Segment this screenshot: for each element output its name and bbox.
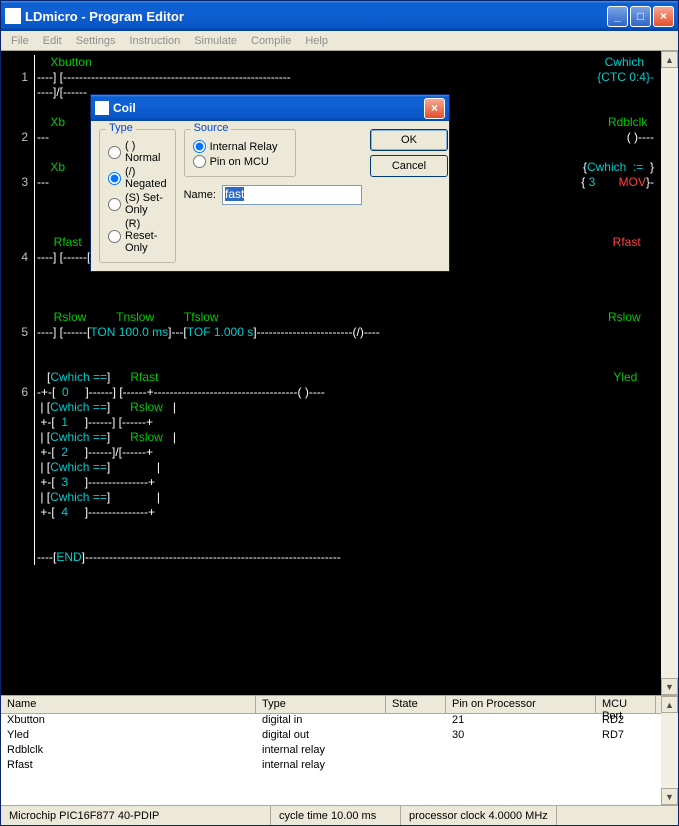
scroll-down-icon[interactable]: ▼: [661, 678, 678, 695]
io-header-pin[interactable]: Pin on Processor: [446, 696, 596, 713]
io-table: Name Type State Pin on Processor MCU Por…: [1, 695, 678, 805]
minimize-button[interactable]: _: [607, 6, 628, 27]
io-scroll-down-icon[interactable]: ▼: [661, 788, 678, 805]
source-fieldset: Source Internal RelayPin on MCU: [184, 129, 296, 177]
type-radio-0[interactable]: ( ) Normal: [108, 140, 167, 164]
menu-settings[interactable]: Settings: [70, 33, 122, 49]
coil-dialog: Coil × Type ( ) Normal(/) Negated(S) Set…: [90, 94, 450, 272]
io-header-state[interactable]: State: [386, 696, 446, 713]
type-radio-1[interactable]: (/) Negated: [108, 166, 167, 190]
table-row[interactable]: Rfastinternal relay: [1, 759, 661, 774]
menu-edit[interactable]: Edit: [37, 33, 68, 49]
menu-file[interactable]: File: [5, 33, 35, 49]
status-cycle: cycle time 10.00 ms: [271, 806, 401, 825]
dialog-title: Coil: [113, 101, 424, 115]
io-table-header: Name Type State Pin on Processor MCU Por…: [1, 696, 661, 714]
close-button[interactable]: ×: [653, 6, 674, 27]
statusbar: Microchip PIC16F877 40-PDIP cycle time 1…: [1, 805, 678, 825]
name-label: Name:: [184, 189, 216, 201]
type-radio-3[interactable]: (R) Reset-Only: [108, 218, 167, 254]
name-input[interactable]: fast: [222, 185, 362, 205]
status-mcu: Microchip PIC16F877 40-PDIP: [1, 806, 271, 825]
menubar: File Edit Settings Instruction Simulate …: [1, 31, 678, 51]
type-radio-2[interactable]: (S) Set-Only: [108, 192, 167, 216]
source-radio-0[interactable]: Internal Relay: [193, 140, 287, 153]
io-scroll-up-icon[interactable]: ▲: [661, 696, 678, 713]
editor-scrollbar[interactable]: ▲ ▼: [661, 51, 678, 695]
source-legend: Source: [191, 122, 232, 134]
titlebar[interactable]: LDmicro - Program Editor _ □ ×: [1, 1, 678, 31]
menu-compile[interactable]: Compile: [245, 33, 297, 49]
cancel-button[interactable]: Cancel: [370, 155, 448, 177]
menu-simulate[interactable]: Simulate: [188, 33, 243, 49]
ok-button[interactable]: OK: [370, 129, 448, 151]
menu-help[interactable]: Help: [299, 33, 334, 49]
dialog-titlebar[interactable]: Coil ×: [91, 95, 449, 121]
type-legend: Type: [106, 122, 136, 134]
scroll-up-icon[interactable]: ▲: [661, 51, 678, 68]
type-fieldset: Type ( ) Normal(/) Negated(S) Set-Only(R…: [99, 129, 176, 263]
io-header-type[interactable]: Type: [256, 696, 386, 713]
menu-instruction[interactable]: Instruction: [123, 33, 186, 49]
io-scrollbar[interactable]: ▲ ▼: [661, 696, 678, 805]
table-row[interactable]: Xbuttondigital in21RD2: [1, 714, 661, 729]
table-row[interactable]: Yleddigital out30RD7: [1, 729, 661, 744]
dialog-close-button[interactable]: ×: [424, 98, 445, 119]
source-radio-1[interactable]: Pin on MCU: [193, 155, 287, 168]
app-icon: [5, 8, 21, 24]
io-header-port[interactable]: MCU Port: [596, 696, 656, 713]
maximize-button[interactable]: □: [630, 6, 651, 27]
status-clock: processor clock 4.0000 MHz: [401, 806, 557, 825]
io-header-name[interactable]: Name: [1, 696, 256, 713]
window-title: LDmicro - Program Editor: [25, 9, 607, 24]
dialog-icon: [95, 101, 109, 115]
table-row[interactable]: Rdblclkinternal relay: [1, 744, 661, 759]
